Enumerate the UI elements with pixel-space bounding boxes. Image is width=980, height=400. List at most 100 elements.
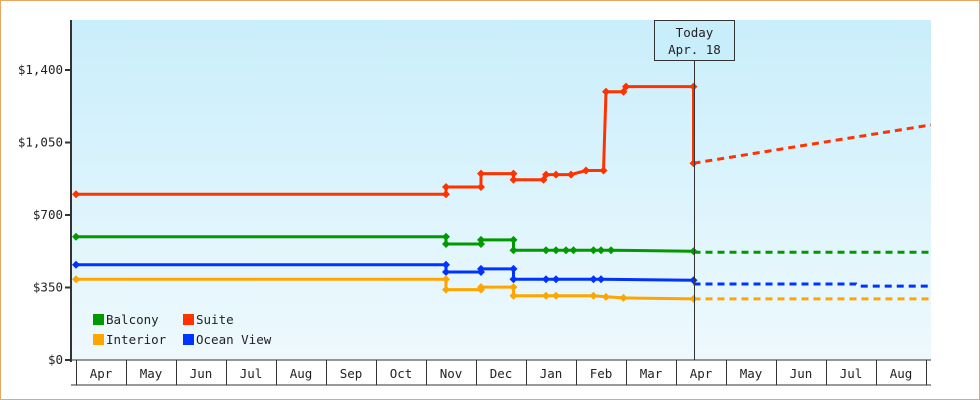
data-point-marker[interactable]: [597, 275, 605, 284]
x-tick-label: Jul: [840, 366, 863, 381]
data-point-marker[interactable]: [689, 276, 698, 285]
y-tick-label: $1,400: [18, 62, 63, 77]
data-point-marker[interactable]: [542, 275, 550, 284]
series-interior: [72, 275, 931, 303]
y-tick-label: $350: [33, 280, 63, 295]
y-tick-label: $700: [33, 207, 63, 222]
data-point-marker[interactable]: [477, 169, 485, 178]
x-tick-label: Jan: [540, 366, 563, 381]
x-tick-label: Apr: [90, 366, 113, 381]
x-tick-label: Sep: [340, 366, 363, 381]
today-label-box: [654, 20, 735, 61]
data-point-marker[interactable]: [589, 275, 598, 284]
data-point-marker[interactable]: [72, 260, 80, 269]
data-point-marker[interactable]: [477, 240, 485, 248]
data-point-marker[interactable]: [552, 246, 560, 255]
data-point-marker[interactable]: [72, 190, 80, 199]
data-point-marker[interactable]: [689, 159, 698, 168]
data-point-marker[interactable]: [542, 291, 550, 300]
data-point-marker[interactable]: [602, 87, 610, 96]
x-tick-label: Aug: [290, 366, 313, 381]
data-point-marker[interactable]: [477, 283, 485, 292]
series-projection: [693, 123, 932, 165]
data-point-marker[interactable]: [602, 292, 610, 301]
data-point-marker[interactable]: [582, 166, 590, 175]
legend-item-suite[interactable]: Suite: [183, 312, 234, 327]
legend: Balcony Suite Interior Ocean View: [93, 312, 272, 347]
data-point-marker[interactable]: [689, 294, 698, 303]
data-point-marker[interactable]: [589, 246, 598, 255]
data-point-marker[interactable]: [567, 170, 575, 179]
data-point-marker[interactable]: [597, 246, 605, 255]
data-point-marker[interactable]: [562, 246, 570, 255]
data-point-marker[interactable]: [509, 283, 518, 292]
legend-item-ocean-view[interactable]: Ocean View: [183, 332, 272, 347]
y-axis: $0 $350 $700 $1,050 $1,400: [18, 20, 72, 367]
legend-label: Ocean View: [196, 332, 272, 347]
x-tick-label: May: [740, 366, 763, 381]
x-tick-label: Jul: [240, 366, 263, 381]
data-point-marker[interactable]: [509, 264, 518, 273]
series-balcony: [72, 232, 931, 256]
data-point-marker[interactable]: [442, 267, 450, 276]
data-point-marker[interactable]: [689, 82, 698, 91]
data-point-marker[interactable]: [442, 240, 450, 248]
data-point-marker[interactable]: [442, 275, 450, 284]
data-point-marker[interactable]: [477, 235, 485, 244]
today-marker: Today Apr. 18: [654, 20, 735, 360]
legend-swatch: [183, 334, 194, 345]
data-point-marker[interactable]: [552, 170, 560, 179]
legend-item-balcony[interactable]: Balcony: [93, 312, 159, 327]
data-point-marker[interactable]: [477, 183, 485, 192]
data-point-marker[interactable]: [509, 275, 518, 284]
x-tick-label: Nov: [440, 366, 463, 381]
data-point-marker[interactable]: [442, 183, 450, 192]
data-point-marker[interactable]: [552, 291, 560, 300]
data-point-marker[interactable]: [72, 232, 80, 241]
data-point-marker[interactable]: [509, 246, 518, 255]
data-point-marker[interactable]: [569, 246, 578, 255]
data-point-marker[interactable]: [552, 275, 560, 284]
series-suite: [72, 82, 932, 199]
data-point-marker[interactable]: [509, 235, 518, 244]
data-point-marker[interactable]: [477, 264, 485, 273]
data-point-marker[interactable]: [442, 190, 450, 199]
today-date: Apr. 18: [668, 42, 721, 57]
x-tick-label: Mar: [640, 366, 663, 381]
x-tick-label: Dec: [490, 366, 513, 381]
data-point-marker[interactable]: [72, 275, 80, 284]
y-tick-label: $1,050: [18, 135, 63, 150]
x-tick-label: Oct: [390, 366, 413, 381]
legend-label: Suite: [196, 312, 234, 327]
y-tick-label: $0: [48, 352, 63, 367]
data-point-marker[interactable]: [607, 246, 615, 255]
data-point-marker[interactable]: [442, 285, 450, 294]
data-point-marker[interactable]: [622, 82, 630, 91]
x-tick-label: Apr: [690, 366, 713, 381]
legend-label: Interior: [106, 332, 167, 347]
data-point-marker[interactable]: [542, 170, 550, 179]
legend-item-interior[interactable]: Interior: [93, 332, 167, 347]
data-point-marker[interactable]: [599, 166, 608, 175]
x-tick-label: Aug: [890, 366, 913, 381]
data-point-marker[interactable]: [442, 232, 450, 241]
data-point-marker[interactable]: [509, 291, 518, 300]
data-point-marker[interactable]: [542, 246, 550, 255]
data-point-marker[interactable]: [442, 260, 450, 269]
x-tick-label: Jun: [190, 366, 213, 381]
x-tick-label: Jun: [790, 366, 813, 381]
series-ocean-view: [72, 260, 931, 288]
x-tick-label: May: [140, 366, 163, 381]
data-point-marker[interactable]: [619, 293, 628, 302]
data-point-marker[interactable]: [689, 247, 698, 256]
data-point-marker[interactable]: [589, 291, 598, 300]
legend-swatch: [93, 314, 104, 325]
data-point-marker[interactable]: [509, 175, 518, 184]
legend-swatch: [93, 334, 104, 345]
x-tick-label: Feb: [590, 366, 613, 381]
x-axis: Apr May Jun Jul Aug Sep Oct Nov Dec Jan Feb Mar Apr M…: [71, 359, 931, 386]
plot-area: [71, 20, 931, 360]
data-point-marker[interactable]: [509, 169, 518, 178]
